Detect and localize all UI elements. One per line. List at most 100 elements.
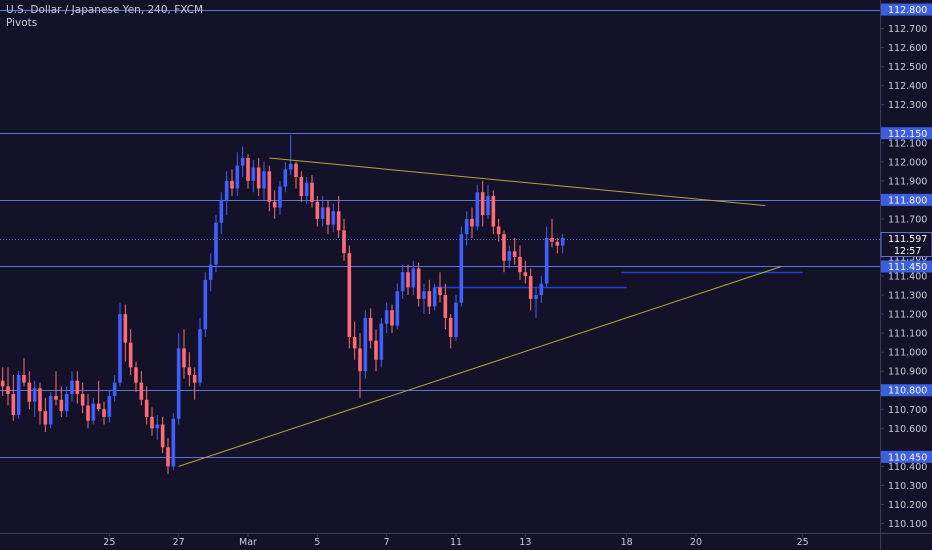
level-badge xyxy=(881,127,932,140)
level-badge-label: 112.800 xyxy=(888,5,927,16)
x-tick-label: 13 xyxy=(519,537,531,548)
candle-body xyxy=(235,165,240,189)
candle-body xyxy=(342,230,346,254)
candle-body xyxy=(283,169,288,187)
candle-body xyxy=(374,340,378,360)
y-tick-label: 112.700 xyxy=(888,24,927,35)
candle-body xyxy=(299,177,304,197)
y-tick-label: 112.300 xyxy=(888,100,927,111)
candle-body xyxy=(358,348,362,372)
candle-body xyxy=(214,222,218,265)
x-tick-label: 11 xyxy=(450,537,462,548)
level-badge xyxy=(881,450,932,463)
candle-body xyxy=(176,348,181,419)
y-tick-label: 112.000 xyxy=(888,157,927,168)
y-tick-label: 110.300 xyxy=(888,481,927,492)
symbol-title: U.S. Dollar / Japanese Yen, 240, FXCM xyxy=(6,4,204,16)
candle-body xyxy=(480,192,485,216)
candle-body xyxy=(91,403,96,421)
candle-body xyxy=(198,329,202,383)
y-tick-label: 111.700 xyxy=(888,214,927,225)
candle-body xyxy=(144,399,149,417)
candle-body xyxy=(32,388,37,402)
candle-body xyxy=(70,380,74,395)
candle-body xyxy=(224,180,229,200)
y-tick-label: 111.000 xyxy=(888,348,927,359)
candle-body xyxy=(6,386,10,395)
candle-body xyxy=(187,367,192,376)
candle-body xyxy=(315,201,320,219)
candle-body xyxy=(523,272,528,277)
candle-body xyxy=(512,251,517,257)
candle-body xyxy=(320,207,325,219)
candle-body xyxy=(150,416,154,429)
candle-body xyxy=(544,237,549,284)
x-tick-label: 5 xyxy=(314,537,320,548)
countdown-label: 12:57 xyxy=(894,246,921,257)
level-badge-label: 111.450 xyxy=(888,262,927,273)
candle-body xyxy=(400,272,405,292)
candle-body xyxy=(64,394,69,412)
y-tick-label: 110.700 xyxy=(888,405,927,416)
candle-body xyxy=(470,218,474,227)
y-tick-label: 110.400 xyxy=(888,462,927,473)
candle-body xyxy=(518,256,522,273)
candle-body xyxy=(112,382,117,396)
candle-body xyxy=(118,314,122,383)
candle-body xyxy=(102,409,106,417)
candle-body xyxy=(240,157,245,166)
indicator-label: Pivots xyxy=(6,17,38,29)
candle-body xyxy=(496,226,501,235)
candle-body xyxy=(326,207,330,225)
candle-body xyxy=(128,342,133,368)
candle-body xyxy=(251,167,256,181)
y-tick-label: 111.200 xyxy=(888,310,927,321)
candle-body xyxy=(560,237,565,246)
candle-body xyxy=(411,268,416,288)
candle-body xyxy=(507,251,512,261)
x-tick-label: Mar xyxy=(239,537,257,548)
candle-body xyxy=(0,380,5,387)
candle-body xyxy=(454,302,458,337)
candle-body xyxy=(534,295,538,299)
candle-body xyxy=(294,163,298,178)
level-badge-label: 111.800 xyxy=(888,195,927,206)
candle-body xyxy=(267,171,272,202)
candle-body xyxy=(11,394,16,415)
candle-body xyxy=(427,291,432,307)
candle-body xyxy=(368,317,373,341)
candle-body xyxy=(539,283,544,296)
candle-body xyxy=(192,375,197,383)
candle-body xyxy=(502,234,506,261)
y-tick-label: 112.500 xyxy=(888,62,927,73)
candle-body xyxy=(256,167,261,189)
level-badge-label: 112.150 xyxy=(888,129,927,140)
candle-body xyxy=(384,310,389,324)
candle-body xyxy=(123,314,128,343)
candle-body xyxy=(550,237,554,242)
y-tick-label: 111.300 xyxy=(888,291,927,302)
level-badge xyxy=(881,384,932,397)
y-tick-label: 110.100 xyxy=(888,519,927,530)
candle-body xyxy=(491,196,496,227)
level-badge xyxy=(881,3,932,16)
candle-body xyxy=(80,394,85,406)
y-tick-label: 112.100 xyxy=(888,138,927,149)
candle-body xyxy=(528,276,533,299)
candle-body xyxy=(134,367,138,383)
candle-body xyxy=(331,211,336,225)
candle-body xyxy=(171,418,176,467)
candle-body xyxy=(107,395,112,417)
candle-body xyxy=(16,375,21,415)
y-tick-label: 111.100 xyxy=(888,329,927,340)
candle-body xyxy=(390,310,394,326)
candle-body xyxy=(379,323,384,360)
last-price-badge xyxy=(880,232,932,258)
candle-body xyxy=(475,192,480,227)
x-tick-label: 25 xyxy=(103,537,115,548)
x-tick-label: 20 xyxy=(690,537,702,548)
y-tick-label: 111.400 xyxy=(888,272,927,283)
candle-body xyxy=(230,180,234,189)
